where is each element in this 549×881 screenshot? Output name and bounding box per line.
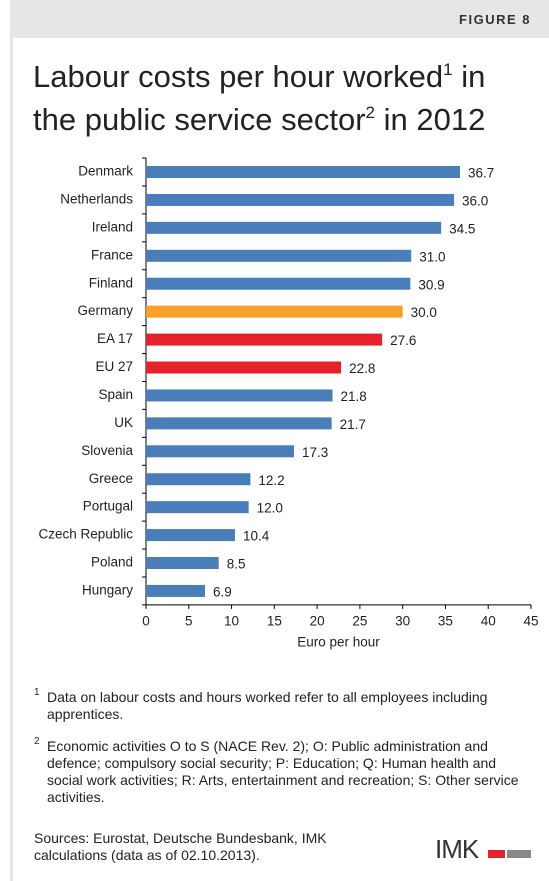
x-tick-label: 40 [481,613,496,628]
value-label: 36.7 [468,166,494,181]
x-tick-label: 45 [523,613,538,628]
footnote-text: Economic activities O to S (NACE Rev. 2)… [47,738,519,805]
footnote: 1 Data on labour costs and hours worked r… [34,687,527,723]
x-axis-label: Euro per hour [297,634,380,649]
title-text: in 2012 [383,102,486,137]
value-label: 17.3 [302,445,328,460]
bar [146,473,251,486]
bar [146,249,412,262]
x-tick-label: 15 [267,613,282,628]
y-tick-label: EU 27 [95,359,133,374]
value-label: 34.5 [449,221,475,236]
footnote-text: Data on labour costs and hours worked re… [47,689,488,722]
value-label: 36.0 [462,193,488,208]
value-label: 12.0 [257,501,283,516]
chart-title: Labour costs per hour worked1 in the publ… [33,58,543,144]
title-note: 1 [443,60,453,79]
value-label: 31.0 [419,249,445,264]
y-tick-label: Ireland [92,219,133,234]
x-tick-label: 30 [395,613,410,628]
value-label: 6.9 [213,585,232,600]
bar [146,445,295,458]
bar [146,221,442,234]
x-tick-label: 20 [310,613,325,628]
bar [146,333,383,346]
y-tick-label: Poland [91,555,133,570]
bar [146,166,460,178]
value-label: 30.9 [418,277,444,292]
bar [146,529,235,542]
y-tick-label: France [91,247,133,262]
footnote-number: 1 [34,687,40,698]
value-label: 30.0 [411,305,437,320]
frame [10,38,13,881]
y-tick-label: Hungary [82,583,133,598]
logo-text: IMK [435,834,479,864]
bar [146,305,403,318]
y-tick-label: Portugal [83,499,133,514]
y-tick-label: Spain [98,387,133,402]
bar [146,417,332,430]
bar [146,557,219,570]
value-label: 27.6 [390,333,416,348]
bar [146,501,249,514]
x-tick-label: 0 [142,613,150,628]
chart: 0 5 10 15 20 25 30 35 40 45 Euro per hour Denmark 36… [38,157,539,649]
header-band [10,0,549,38]
y-tick-label: EA 17 [97,331,133,346]
logo-bar [507,850,531,858]
title-text: in [461,59,486,94]
value-label: 22.8 [349,361,375,376]
value-label: 10.4 [243,529,270,544]
y-tick-label: Czech Republic [38,527,133,542]
bar [146,584,206,597]
value-label: 12.2 [258,473,284,488]
value-label: 21.7 [340,417,366,432]
bar [146,193,454,206]
logo: IMK [435,834,479,865]
logo-bar [488,850,505,858]
bar [146,389,333,402]
sources: Sources: Eurostat, Deutsche Bundesbank, … [34,830,327,863]
bar [146,361,342,374]
x-tick-label: 35 [438,613,453,628]
title-text: the public service sector [33,102,366,137]
y-tick-label: Finland [89,275,133,290]
y-tick-label: UK [114,415,133,430]
value-label: 8.5 [227,557,246,572]
y-tick-label: Slovenia [81,443,133,458]
y-tick-label: Germany [77,303,133,318]
y-tick-label: Netherlands [60,191,133,206]
footnote-number: 2 [34,736,40,747]
x-tick-label: 25 [352,613,367,628]
footnote: 2 Economic activities O to S (NACE Rev. 2… [34,736,527,806]
title-note: 2 [365,103,376,122]
x-tick-label: 10 [224,613,239,628]
bar [146,277,411,290]
y-tick-label: Greece [89,471,133,486]
y-tick-label: Denmark [78,164,133,179]
value-label: 21.8 [341,389,367,404]
figure-label: FIGURE 8 [459,12,531,27]
x-tick-label: 5 [185,613,193,628]
title-text: Labour costs per hour worked [33,59,444,94]
